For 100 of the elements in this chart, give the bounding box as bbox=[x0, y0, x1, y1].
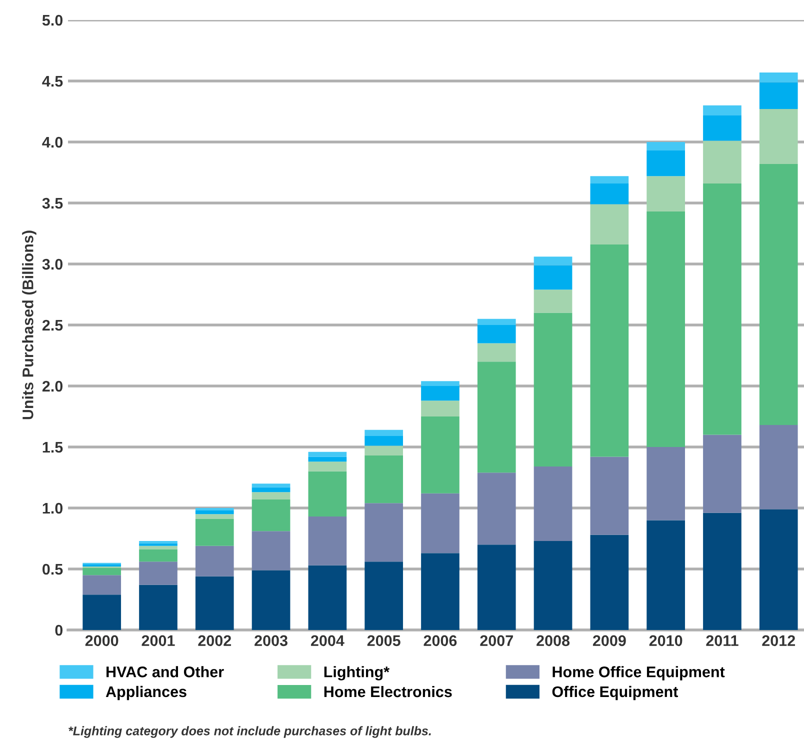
bar bbox=[308, 471, 347, 517]
y-tick-label: 1.5 bbox=[42, 442, 63, 453]
bar bbox=[421, 386, 460, 401]
bar bbox=[759, 509, 798, 630]
legend-label: Home Office Equipment bbox=[552, 666, 725, 680]
bar bbox=[534, 312, 572, 467]
bar bbox=[703, 140, 742, 184]
bar bbox=[139, 584, 178, 630]
bar bbox=[364, 430, 404, 436]
bar bbox=[252, 499, 290, 532]
bar bbox=[477, 318, 516, 325]
bar bbox=[477, 544, 516, 630]
bar bbox=[252, 484, 290, 488]
bar bbox=[477, 325, 516, 344]
bar bbox=[421, 493, 460, 554]
bar bbox=[252, 492, 290, 500]
bar bbox=[139, 546, 178, 550]
bar bbox=[139, 543, 178, 546]
bar bbox=[308, 456, 347, 462]
bar bbox=[308, 516, 347, 566]
bar bbox=[759, 72, 798, 82]
bar bbox=[195, 546, 234, 576]
bar bbox=[82, 564, 122, 567]
y-tick-label: 3.5 bbox=[42, 198, 63, 209]
bar bbox=[646, 176, 685, 212]
x-tick-label: 2000 bbox=[85, 635, 118, 646]
x-tick-label: 2002 bbox=[198, 635, 232, 646]
legend-label: Home Electronics bbox=[324, 686, 452, 698]
y-tick-label: 0 bbox=[55, 624, 63, 636]
bar bbox=[534, 466, 572, 541]
x-tick-label: 2010 bbox=[649, 635, 682, 646]
y-tick-label: 2.0 bbox=[42, 380, 63, 392]
y-tick-label: 0.5 bbox=[42, 564, 63, 575]
x-tick-label: 2012 bbox=[762, 635, 796, 646]
bar bbox=[139, 549, 178, 562]
bar bbox=[759, 164, 798, 426]
bar bbox=[703, 512, 742, 630]
bar bbox=[477, 472, 516, 545]
y-tick-label: 3.0 bbox=[42, 258, 63, 270]
bar bbox=[308, 565, 347, 630]
x-tick-label: 2001 bbox=[142, 635, 175, 646]
bar bbox=[421, 416, 460, 494]
bar bbox=[590, 176, 629, 184]
bar bbox=[139, 562, 178, 585]
bar bbox=[590, 204, 629, 244]
bar bbox=[703, 183, 742, 435]
x-tick-label: 2004 bbox=[310, 635, 344, 646]
bar bbox=[195, 510, 234, 514]
x-tick-label: 2009 bbox=[592, 635, 626, 646]
bar bbox=[139, 540, 178, 544]
bar bbox=[759, 425, 798, 510]
y-axis-title: Units Purchased (Billions) bbox=[22, 230, 36, 420]
bar bbox=[252, 487, 290, 492]
y-tick-label: 4.5 bbox=[42, 76, 63, 87]
x-tick-label: 2005 bbox=[367, 635, 400, 646]
bar bbox=[421, 400, 460, 416]
bar bbox=[364, 446, 404, 456]
text: *Lighting category does not include purchases of light bulbs. bbox=[68, 726, 431, 738]
legend-label: Office Equipment bbox=[552, 686, 678, 700]
bar bbox=[703, 434, 742, 513]
bar bbox=[82, 594, 122, 630]
bar bbox=[646, 212, 685, 447]
x-tick-label: 2011 bbox=[706, 635, 738, 646]
y-tick-label: 4.0 bbox=[42, 136, 63, 148]
bar bbox=[590, 534, 629, 630]
bar bbox=[421, 381, 460, 386]
bar bbox=[534, 290, 572, 313]
bar bbox=[308, 452, 347, 457]
bar bbox=[590, 244, 629, 457]
bar bbox=[364, 436, 404, 446]
bar bbox=[195, 518, 234, 546]
y-tick-label: 5.0 bbox=[42, 14, 63, 26]
bar bbox=[590, 456, 629, 535]
bar bbox=[364, 562, 404, 630]
bar bbox=[703, 115, 742, 141]
legend-label: HVAC and Other bbox=[106, 666, 224, 678]
x-tick-label: 2007 bbox=[480, 635, 513, 646]
bar bbox=[195, 514, 234, 519]
bar bbox=[646, 150, 685, 176]
bar bbox=[477, 343, 516, 362]
bar bbox=[364, 456, 404, 504]
x-tick-label: 2006 bbox=[424, 635, 457, 646]
bar bbox=[364, 503, 404, 562]
bar bbox=[646, 142, 685, 151]
bar bbox=[421, 553, 460, 630]
bar bbox=[534, 540, 572, 630]
bar bbox=[308, 462, 347, 472]
bar bbox=[534, 265, 572, 290]
bar bbox=[252, 531, 290, 570]
bar bbox=[759, 109, 798, 164]
x-tick-label: 2008 bbox=[536, 635, 570, 646]
x-tick-label: 2003 bbox=[254, 635, 288, 646]
bar bbox=[252, 570, 290, 630]
legend-label: Appliances bbox=[106, 686, 186, 700]
bar bbox=[590, 183, 629, 204]
bar bbox=[646, 520, 685, 630]
y-tick-label: 2.5 bbox=[42, 320, 63, 331]
bar bbox=[477, 362, 516, 473]
bar bbox=[195, 576, 234, 630]
bar bbox=[82, 575, 122, 595]
